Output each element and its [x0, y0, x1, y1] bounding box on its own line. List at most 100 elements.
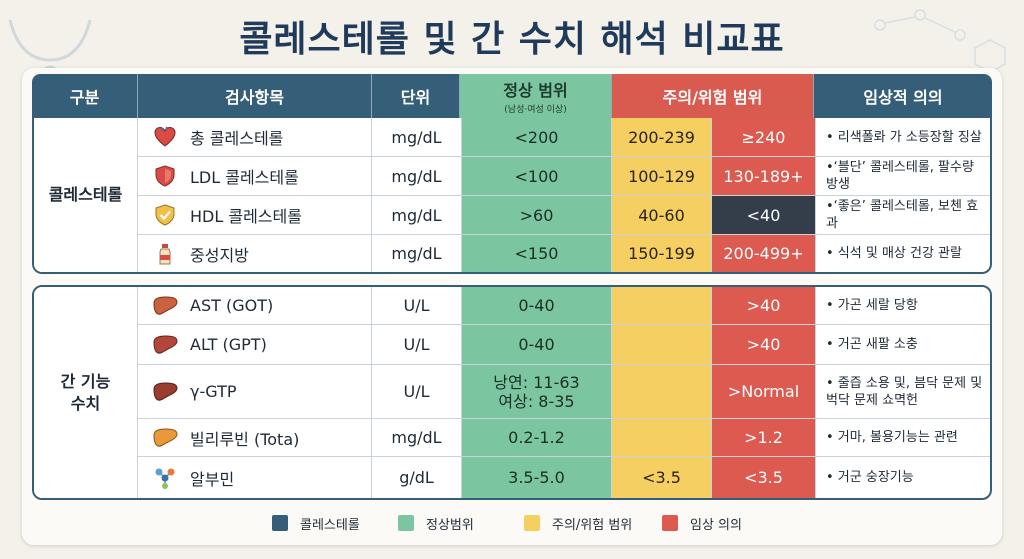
- header-meaning: 임상적 의의: [863, 88, 943, 107]
- legend-label: 콜레스테롤: [300, 517, 360, 533]
- danger-range: <3.5: [712, 457, 816, 498]
- legend-label: 정상범위: [426, 517, 474, 533]
- table-row: AST (GOT) U/L 0-40 >40 • 가곤 세랄 당항: [138, 287, 990, 325]
- legend-item-cholesterol: 콜레스테롤: [272, 511, 360, 535]
- table-row: γ-GTP U/L 낭연: 11-63 여상: 8-35 >Normal • 줄…: [138, 365, 990, 419]
- shield-icon: [152, 163, 178, 189]
- clinical-meaning: •‘블단’ 콜레스테롤, 팔수량 방생: [826, 160, 974, 192]
- table-row: HDL 콜레스테롤 mg/dL >60 40-60 <40 •‘좋은’ 콜레스테…: [138, 196, 990, 235]
- item-unit: U/L: [372, 325, 462, 364]
- caution-range: 200-239: [612, 118, 712, 156]
- caution-range: <3.5: [612, 457, 712, 498]
- normal-range-female: 여상: 8-35: [498, 391, 575, 411]
- danger-range: 130-189+: [712, 157, 816, 195]
- liver-section: 간 기능 수치 AST (GOT) U/L 0-40 >40 • 가곤 세랄 당…: [32, 285, 992, 500]
- danger-range: 200-499+: [712, 235, 816, 272]
- item-name: LDL 콜레스테롤: [190, 168, 299, 187]
- item-unit: mg/dL: [372, 235, 462, 272]
- heart-icon: [152, 124, 178, 150]
- legend-item-warning: 주의/위험 범위: [524, 511, 632, 535]
- legend-swatch: [272, 515, 288, 531]
- legend-item-clinical: 임상 의의: [662, 511, 742, 535]
- clinical-meaning: • 줄즙 소용 및, 븜닥 문제 및 벅닥 문제 쇼멱헌: [816, 365, 990, 418]
- liver-icon: [152, 425, 178, 451]
- danger-range: >1.2: [712, 419, 816, 456]
- caution-range: [612, 419, 712, 456]
- item-unit: U/L: [372, 365, 462, 418]
- clinical-meaning-line1: • 줄즙 소용 및, 븜닥 문제 및: [826, 375, 983, 391]
- header-normal-sub: (남성·여성 이상): [504, 105, 567, 115]
- danger-range: >Normal: [712, 365, 816, 418]
- normal-range: >60: [462, 196, 612, 234]
- table-row: 알부민 g/dL 3.5-5.0 <3.5 <3.5 • 거군 숭장기능: [138, 457, 990, 498]
- legend-swatch: [662, 515, 678, 531]
- item-unit: mg/dL: [372, 118, 462, 156]
- header-normal-label: 정상 범위: [503, 81, 568, 100]
- item-unit: g/dL: [372, 457, 462, 498]
- liver-icon: [152, 293, 178, 319]
- molecule-icon: [152, 465, 178, 491]
- table-row: 총 콜레스테롤 mg/dL <200 200-239 ≥240 • 리색폴롸 가…: [138, 118, 990, 157]
- bottle-icon: [152, 241, 178, 267]
- table-row: ALT (GPT) U/L 0-40 >40 • 거곤 새팔 소충: [138, 325, 990, 365]
- normal-range: 0-40: [462, 287, 612, 324]
- item-unit: mg/dL: [372, 196, 462, 234]
- item-name: ALT (GPT): [190, 335, 267, 354]
- header-item: 검사항목: [138, 74, 372, 118]
- item-name: 알부민: [190, 469, 235, 489]
- group-liver-line1: 간 기능: [60, 371, 111, 391]
- item-name: HDL 콜레스테롤: [190, 207, 302, 226]
- normal-range: 0-40: [462, 325, 612, 364]
- clinical-meaning: • 거마, 볼용기능는 관련: [826, 430, 958, 445]
- table-row: LDL 콜레스테롤 mg/dL <100 100-129 130-189+ •‘…: [138, 157, 990, 196]
- danger-range: <40: [712, 196, 816, 234]
- normal-range: 0.2-1.2: [462, 419, 612, 456]
- caution-range: 40-60: [612, 196, 712, 234]
- danger-range: >40: [712, 325, 816, 364]
- liver-icon: [152, 332, 178, 358]
- item-name: AST (GOT): [190, 296, 274, 315]
- header-unit: 단위: [372, 74, 460, 118]
- clinical-meaning: • 리색폴롸 가 소등장할 징살: [826, 129, 982, 145]
- group-cholesterol: 콜레스테롤: [34, 118, 138, 272]
- legend-swatch: [398, 515, 414, 531]
- normal-range: <100: [462, 157, 612, 195]
- item-name: γ-GTP: [190, 382, 237, 401]
- clinical-meaning: • 가곤 세랄 당항: [826, 298, 918, 313]
- table-header: 구분 검사항목 단위 정상 범위 (남성·여성 이상) 주의/위험 범위 임상적…: [32, 74, 992, 118]
- caution-range: 150-199: [612, 235, 712, 272]
- clinical-meaning-line2: 벅닥 문제 쇼멱헌: [826, 392, 918, 408]
- legend: 콜레스테롤 정상범위 주의/위험 범위 임상 의의: [0, 511, 1024, 535]
- caution-range: 100-129: [612, 157, 712, 195]
- item-name: 총 콜레스테롤: [190, 129, 284, 148]
- caution-range: [612, 365, 712, 418]
- normal-range: 낭연: 11-63 여상: 8-35: [462, 365, 612, 418]
- legend-label: 임상 의의: [690, 517, 742, 533]
- item-unit: U/L: [372, 287, 462, 324]
- clinical-meaning: • 거군 숭장기능: [826, 470, 914, 485]
- normal-range: <200: [462, 118, 612, 156]
- header-normal: 정상 범위 (남성·여성 이상): [460, 74, 612, 118]
- liver-icon: [152, 379, 178, 405]
- header-category: 구분: [32, 74, 138, 118]
- shield-check-icon: [152, 202, 178, 228]
- caution-range: [612, 287, 712, 324]
- clinical-meaning: •‘좋은’ 콜레스테롤, 보첸 효과: [826, 199, 979, 231]
- cholesterol-section: 콜레스테롤 총 콜레스테롤 mg/dL <200 200-239 ≥240 • …: [32, 118, 992, 274]
- normal-range: 3.5-5.0: [462, 457, 612, 498]
- legend-label: 주의/위험 범위: [552, 517, 633, 533]
- clinical-meaning: • 식석 및 매상 건강 관랄: [826, 246, 962, 261]
- danger-range: >40: [712, 287, 816, 324]
- item-unit: mg/dL: [372, 157, 462, 195]
- normal-range-male: 낭연: 11-63: [493, 372, 580, 392]
- page-title: 콜레스테롤 및 간 수치 해석 비교표: [239, 19, 785, 60]
- danger-range: ≥240: [712, 118, 816, 156]
- table-row: 빌리루빈 (Tota) mg/dL 0.2-1.2 >1.2 • 거마, 볼용기…: [138, 419, 990, 457]
- group-liver: 간 기능 수치: [34, 287, 138, 498]
- item-unit: mg/dL: [372, 419, 462, 456]
- item-name: 빌리루빈 (Tota): [190, 429, 300, 449]
- normal-range: <150: [462, 235, 612, 272]
- group-liver-line2: 수치: [70, 393, 101, 413]
- item-name: 중성지방: [190, 245, 249, 265]
- legend-swatch: [524, 515, 540, 531]
